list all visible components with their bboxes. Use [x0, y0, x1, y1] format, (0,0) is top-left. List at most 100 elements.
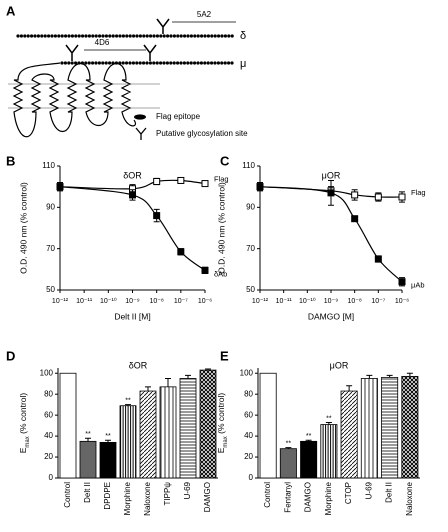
- x-tick-label: 10⁻⁹: [324, 298, 338, 305]
- x-tick-label: Control: [63, 482, 72, 508]
- marker: [129, 191, 136, 199]
- y-tick-label: 60: [44, 410, 53, 419]
- chart-title: δOR: [123, 170, 142, 180]
- bar: [320, 424, 338, 479]
- error-bar: [185, 374, 191, 379]
- marker: [256, 183, 264, 191]
- antibody-label: 5A2: [197, 10, 212, 19]
- marker: [351, 215, 359, 223]
- marker: [56, 183, 64, 191]
- y-tick-label: 110: [42, 161, 55, 170]
- y-axis-label: O.D. 490 nm (% control): [18, 182, 28, 274]
- x-tick-label: DAMGO: [304, 482, 313, 512]
- bar: [279, 448, 297, 479]
- glyco-icon: [135, 127, 147, 140]
- x-tick-label: 10⁻⁶: [395, 298, 409, 305]
- y-tick-label: 60: [244, 410, 253, 419]
- y-tick-label: 20: [44, 452, 53, 461]
- flag-icon: [134, 114, 146, 120]
- series-label: δAb: [214, 269, 227, 278]
- marker: [327, 189, 335, 197]
- x-tick-label: 10⁻⁷: [174, 298, 188, 305]
- series-label: μAb: [411, 281, 425, 290]
- y-tick-label: 80: [244, 389, 253, 398]
- panel-label: B: [6, 153, 15, 168]
- y-tick-label: 90: [246, 202, 255, 211]
- y-tick-label: 110: [242, 161, 255, 170]
- x-tick-label: Delt II: [83, 482, 92, 503]
- marker: [177, 248, 185, 256]
- error-bar: [285, 447, 292, 449]
- x-tick-label: Delt II: [385, 482, 394, 503]
- receptor: [12, 62, 136, 138]
- y-axis-label: Emax (% control): [18, 393, 30, 454]
- significance: **: [286, 440, 292, 447]
- y-tick-label: 40: [44, 431, 53, 440]
- x-tick-label: 10⁻¹¹: [276, 298, 293, 305]
- y-tick-label: 100: [240, 368, 254, 377]
- significance: **: [306, 433, 312, 440]
- series-label: Flag: [214, 175, 229, 184]
- x-tick-label: 10⁻⁸: [149, 298, 163, 305]
- significance: **: [85, 431, 91, 438]
- error-bar: [406, 372, 413, 377]
- y-tick-label: 20: [244, 452, 253, 461]
- x-tick-label: 10⁻⁶: [198, 298, 212, 305]
- panel-label: A: [6, 3, 16, 18]
- bar: [79, 440, 97, 479]
- y-axis-label-part: E: [18, 447, 28, 453]
- x-tick-label: 10⁻⁹: [125, 298, 139, 305]
- x-tick-label: TIPPψ: [163, 482, 172, 506]
- bar: [300, 440, 318, 479]
- error-bar: [165, 377, 171, 387]
- y-tick-label: 0: [49, 473, 54, 482]
- x-tick-label: Naloxone: [405, 481, 414, 515]
- series-label: Flag: [411, 188, 426, 197]
- marker: [351, 191, 359, 199]
- delta-label: δ: [240, 30, 246, 42]
- marker: [398, 193, 406, 201]
- x-tick-label: CTOP: [344, 482, 353, 504]
- x-tick-label: Morphine: [123, 481, 132, 515]
- x-axis-label: DAMGO [M]: [308, 311, 354, 321]
- y-axis-label-part: max: [223, 436, 229, 447]
- significance: **: [125, 398, 131, 405]
- y-axis-label-part: E: [216, 447, 226, 453]
- x-tick-label: U-69: [183, 481, 192, 499]
- chart-title: δOR: [129, 360, 148, 370]
- y-tick-label: 80: [44, 389, 53, 398]
- error-bar: [105, 439, 111, 443]
- y-tick-label: 50: [46, 285, 55, 294]
- y-tick-label: 0: [249, 473, 254, 482]
- x-tick-label: 10⁻¹²: [52, 298, 69, 305]
- bar: [119, 405, 137, 479]
- error-bar: [205, 368, 211, 371]
- x-tick-label: 10⁻¹²: [252, 298, 269, 305]
- bar: [259, 372, 277, 479]
- y-tick-label: 100: [40, 368, 54, 377]
- y-axis-label: Emax (% control): [216, 393, 228, 454]
- significance: **: [105, 433, 111, 440]
- marker: [374, 255, 382, 263]
- marker: [153, 212, 161, 220]
- x-tick-label: 10⁻¹⁰: [100, 297, 117, 305]
- x-tick-label: U-69: [364, 481, 373, 499]
- error-bar: [305, 439, 312, 442]
- antibody: [65, 44, 157, 61]
- error-bar: [386, 374, 393, 378]
- legend-label: Putative glycosylation site: [156, 129, 248, 138]
- x-tick-label: Naloxone: [143, 481, 152, 515]
- y-tick-label: 40: [244, 431, 253, 440]
- antibody: [156, 18, 170, 34]
- x-tick-label: 10⁻⁷: [371, 298, 385, 305]
- legend-label: Flag epitope: [156, 112, 201, 121]
- x-tick-label: 10⁻⁸: [347, 298, 361, 305]
- bar: [59, 372, 77, 479]
- x-tick-label: Control: [263, 482, 272, 508]
- panel-label: C: [220, 153, 230, 168]
- bar: [381, 377, 399, 479]
- error-bar: [325, 421, 332, 425]
- chart-title: μOR: [330, 360, 349, 370]
- x-tick-label: DAMGO: [203, 482, 212, 512]
- error-bar: [125, 404, 131, 406]
